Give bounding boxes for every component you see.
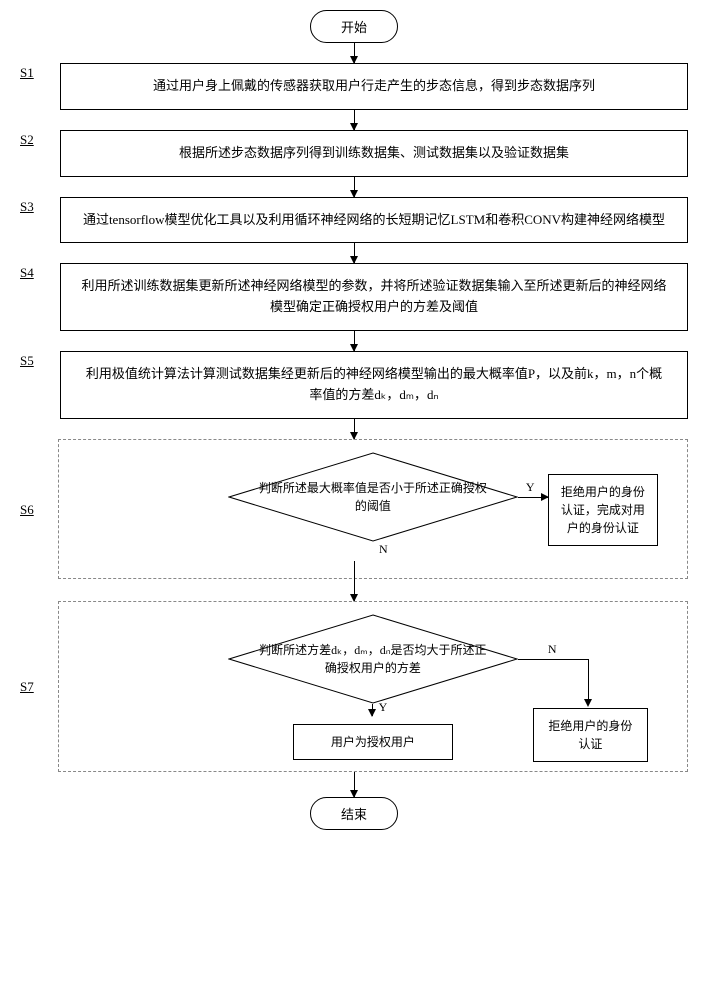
arrow <box>354 243 355 263</box>
decision-wrapper-s7: 判断所述方差dₖ，dₘ，dₙ是否均大于所述正确授权用户的方差 N <box>67 614 679 704</box>
process-s3: 通过tensorflow模型优化工具以及利用循环神经网络的长短期记忆LSTM和卷… <box>60 197 688 244</box>
end-label: 结束 <box>341 807 367 822</box>
step-label-s4: S4 <box>20 263 60 281</box>
decision-s6: 判断所述最大概率值是否小于所述正确授权的阈值 <box>228 452 518 542</box>
flowchart-container: 开始 S1 通过用户身上佩戴的传感器获取用户行走产生的步态信息，得到步态数据序列… <box>20 10 688 830</box>
group-label-s7: S7 <box>20 677 58 695</box>
step-row-s3: S3 通过tensorflow模型优化工具以及利用循环神经网络的长短期记忆LST… <box>20 197 688 244</box>
step-row-s2: S2 根据所述步态数据序列得到训练数据集、测试数据集以及验证数据集 <box>20 130 688 177</box>
arrow <box>354 43 355 63</box>
result-s7-no: 拒绝用户的身份认证 <box>533 708 648 762</box>
step-label-s2: S2 <box>20 130 60 148</box>
branch-label-y: Y <box>526 480 535 495</box>
group-label-s6: S6 <box>20 500 58 518</box>
decision-s7: 判断所述方差dₖ，dₘ，dₙ是否均大于所述正确授权用户的方差 <box>228 614 518 704</box>
arrow <box>354 331 355 351</box>
arrow <box>354 110 355 130</box>
arrow <box>354 561 355 601</box>
process-s5: 利用极值统计算法计算测试数据集经更新后的神经网络模型输出的最大概率值P，以及前k… <box>60 351 688 419</box>
step-label-s5: S5 <box>20 351 60 369</box>
start-label: 开始 <box>341 20 367 35</box>
line <box>588 659 589 699</box>
arrow <box>354 177 355 197</box>
result-s6-yes: 拒绝用户的身份认证，完成对用户的身份认证 <box>548 474 658 546</box>
branch-label-n: N <box>548 642 557 657</box>
decision-wrapper-s6: 判断所述最大概率值是否小于所述正确授权的阈值 Y 拒绝用户的身份认证，完成对用户… <box>67 452 679 542</box>
result-s7-yes: 用户为授权用户 <box>293 724 453 760</box>
decision-group-s6: 判断所述最大概率值是否小于所述正确授权的阈值 Y 拒绝用户的身份认证，完成对用户… <box>58 439 688 579</box>
decision-text-s7: 判断所述方差dₖ，dₘ，dₙ是否均大于所述正确授权用户的方差 <box>228 641 518 677</box>
decision-group-s7: 判断所述方差dₖ，dₘ，dₙ是否均大于所述正确授权用户的方差 N Y 用户为授权… <box>58 601 688 772</box>
step-label-s3: S3 <box>20 197 60 215</box>
group-row-s7: S7 判断所述方差dₖ，dₘ，dₙ是否均大于所述正确授权用户的方差 N <box>20 601 688 772</box>
arrow <box>354 772 355 797</box>
group-row-s6: S6 判断所述最大概率值是否小于所述正确授权的阈值 Y 拒绝用户的身份认证，完成… <box>20 439 688 579</box>
process-s2: 根据所述步态数据序列得到训练数据集、测试数据集以及验证数据集 <box>60 130 688 177</box>
arrow-right <box>518 497 548 498</box>
arrow <box>354 419 355 439</box>
line <box>518 659 588 660</box>
step-row-s4: S4 利用所述训练数据集更新所述神经网络模型的参数，并将所述验证数据集输入至所述… <box>20 263 688 331</box>
terminator-start: 开始 <box>310 10 398 43</box>
step-row-s5: S5 利用极值统计算法计算测试数据集经更新后的神经网络模型输出的最大概率值P，以… <box>20 351 688 419</box>
process-s1: 通过用户身上佩戴的传感器获取用户行走产生的步态信息，得到步态数据序列 <box>60 63 688 110</box>
step-row-s1: S1 通过用户身上佩戴的传感器获取用户行走产生的步态信息，得到步态数据序列 <box>20 63 688 110</box>
decision-text-s6: 判断所述最大概率值是否小于所述正确授权的阈值 <box>228 479 518 515</box>
arrow <box>372 704 373 716</box>
terminator-end: 结束 <box>310 797 398 830</box>
branch-label-y: Y <box>379 700 388 715</box>
step-label-s1: S1 <box>20 63 60 81</box>
branch-label-n: N <box>379 542 388 557</box>
process-s4: 利用所述训练数据集更新所述神经网络模型的参数，并将所述验证数据集输入至所述更新后… <box>60 263 688 331</box>
